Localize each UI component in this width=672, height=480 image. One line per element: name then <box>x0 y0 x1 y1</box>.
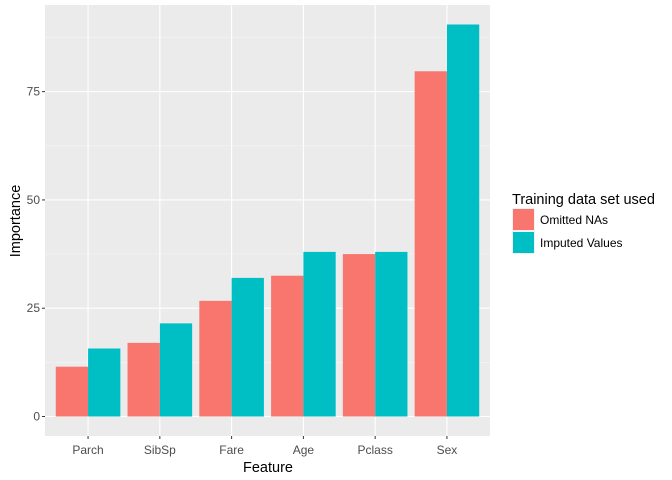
bar-imputed-values-sex <box>446 24 480 417</box>
bar-omitted-nas-sibsp <box>127 342 160 417</box>
legend: Training data set used Omitted NAs Impute… <box>512 192 655 254</box>
legend-label: Omitted NAs <box>540 213 608 227</box>
bar-omitted-nas-parch <box>55 366 89 417</box>
legend-key-swatch <box>513 232 534 253</box>
bar-omitted-nas-age <box>271 275 304 417</box>
bar-imputed-values-sibsp <box>159 323 193 417</box>
x-tick-label: Fare <box>219 443 244 457</box>
y-tick-label: 25 <box>27 301 41 315</box>
bar-omitted-nas-fare <box>199 300 232 417</box>
bar-omitted-nas-sex <box>414 71 447 417</box>
bar-imputed-values-fare <box>231 277 264 417</box>
x-axis-title: Feature <box>243 460 293 476</box>
x-tick-label: Sex <box>437 443 458 457</box>
x-tick-label: Parch <box>72 443 103 457</box>
x-tick-label: SibSp <box>144 443 176 457</box>
y-axis-ticks: 0 25 50 75 <box>27 85 45 424</box>
legend-title: Training data set used <box>512 192 655 208</box>
legend-label: Imputed Values <box>540 236 623 250</box>
x-tick-label: Age <box>293 443 315 457</box>
bar-omitted-nas-pclass <box>342 254 376 417</box>
y-tick-label: 75 <box>27 85 41 99</box>
bar-imputed-values-parch <box>88 348 121 417</box>
y-tick-label: 50 <box>27 193 41 207</box>
x-tick-label: Pclass <box>357 443 392 457</box>
legend-key-swatch <box>513 209 534 230</box>
bar-imputed-values-age <box>303 251 336 417</box>
y-axis-title: Importance <box>8 185 24 258</box>
bars <box>55 24 480 417</box>
bar-imputed-values-pclass <box>375 251 408 417</box>
x-axis-ticks: Parch SibSp Fare Age Pclass Sex <box>72 436 457 457</box>
y-tick-label: 0 <box>33 410 40 424</box>
